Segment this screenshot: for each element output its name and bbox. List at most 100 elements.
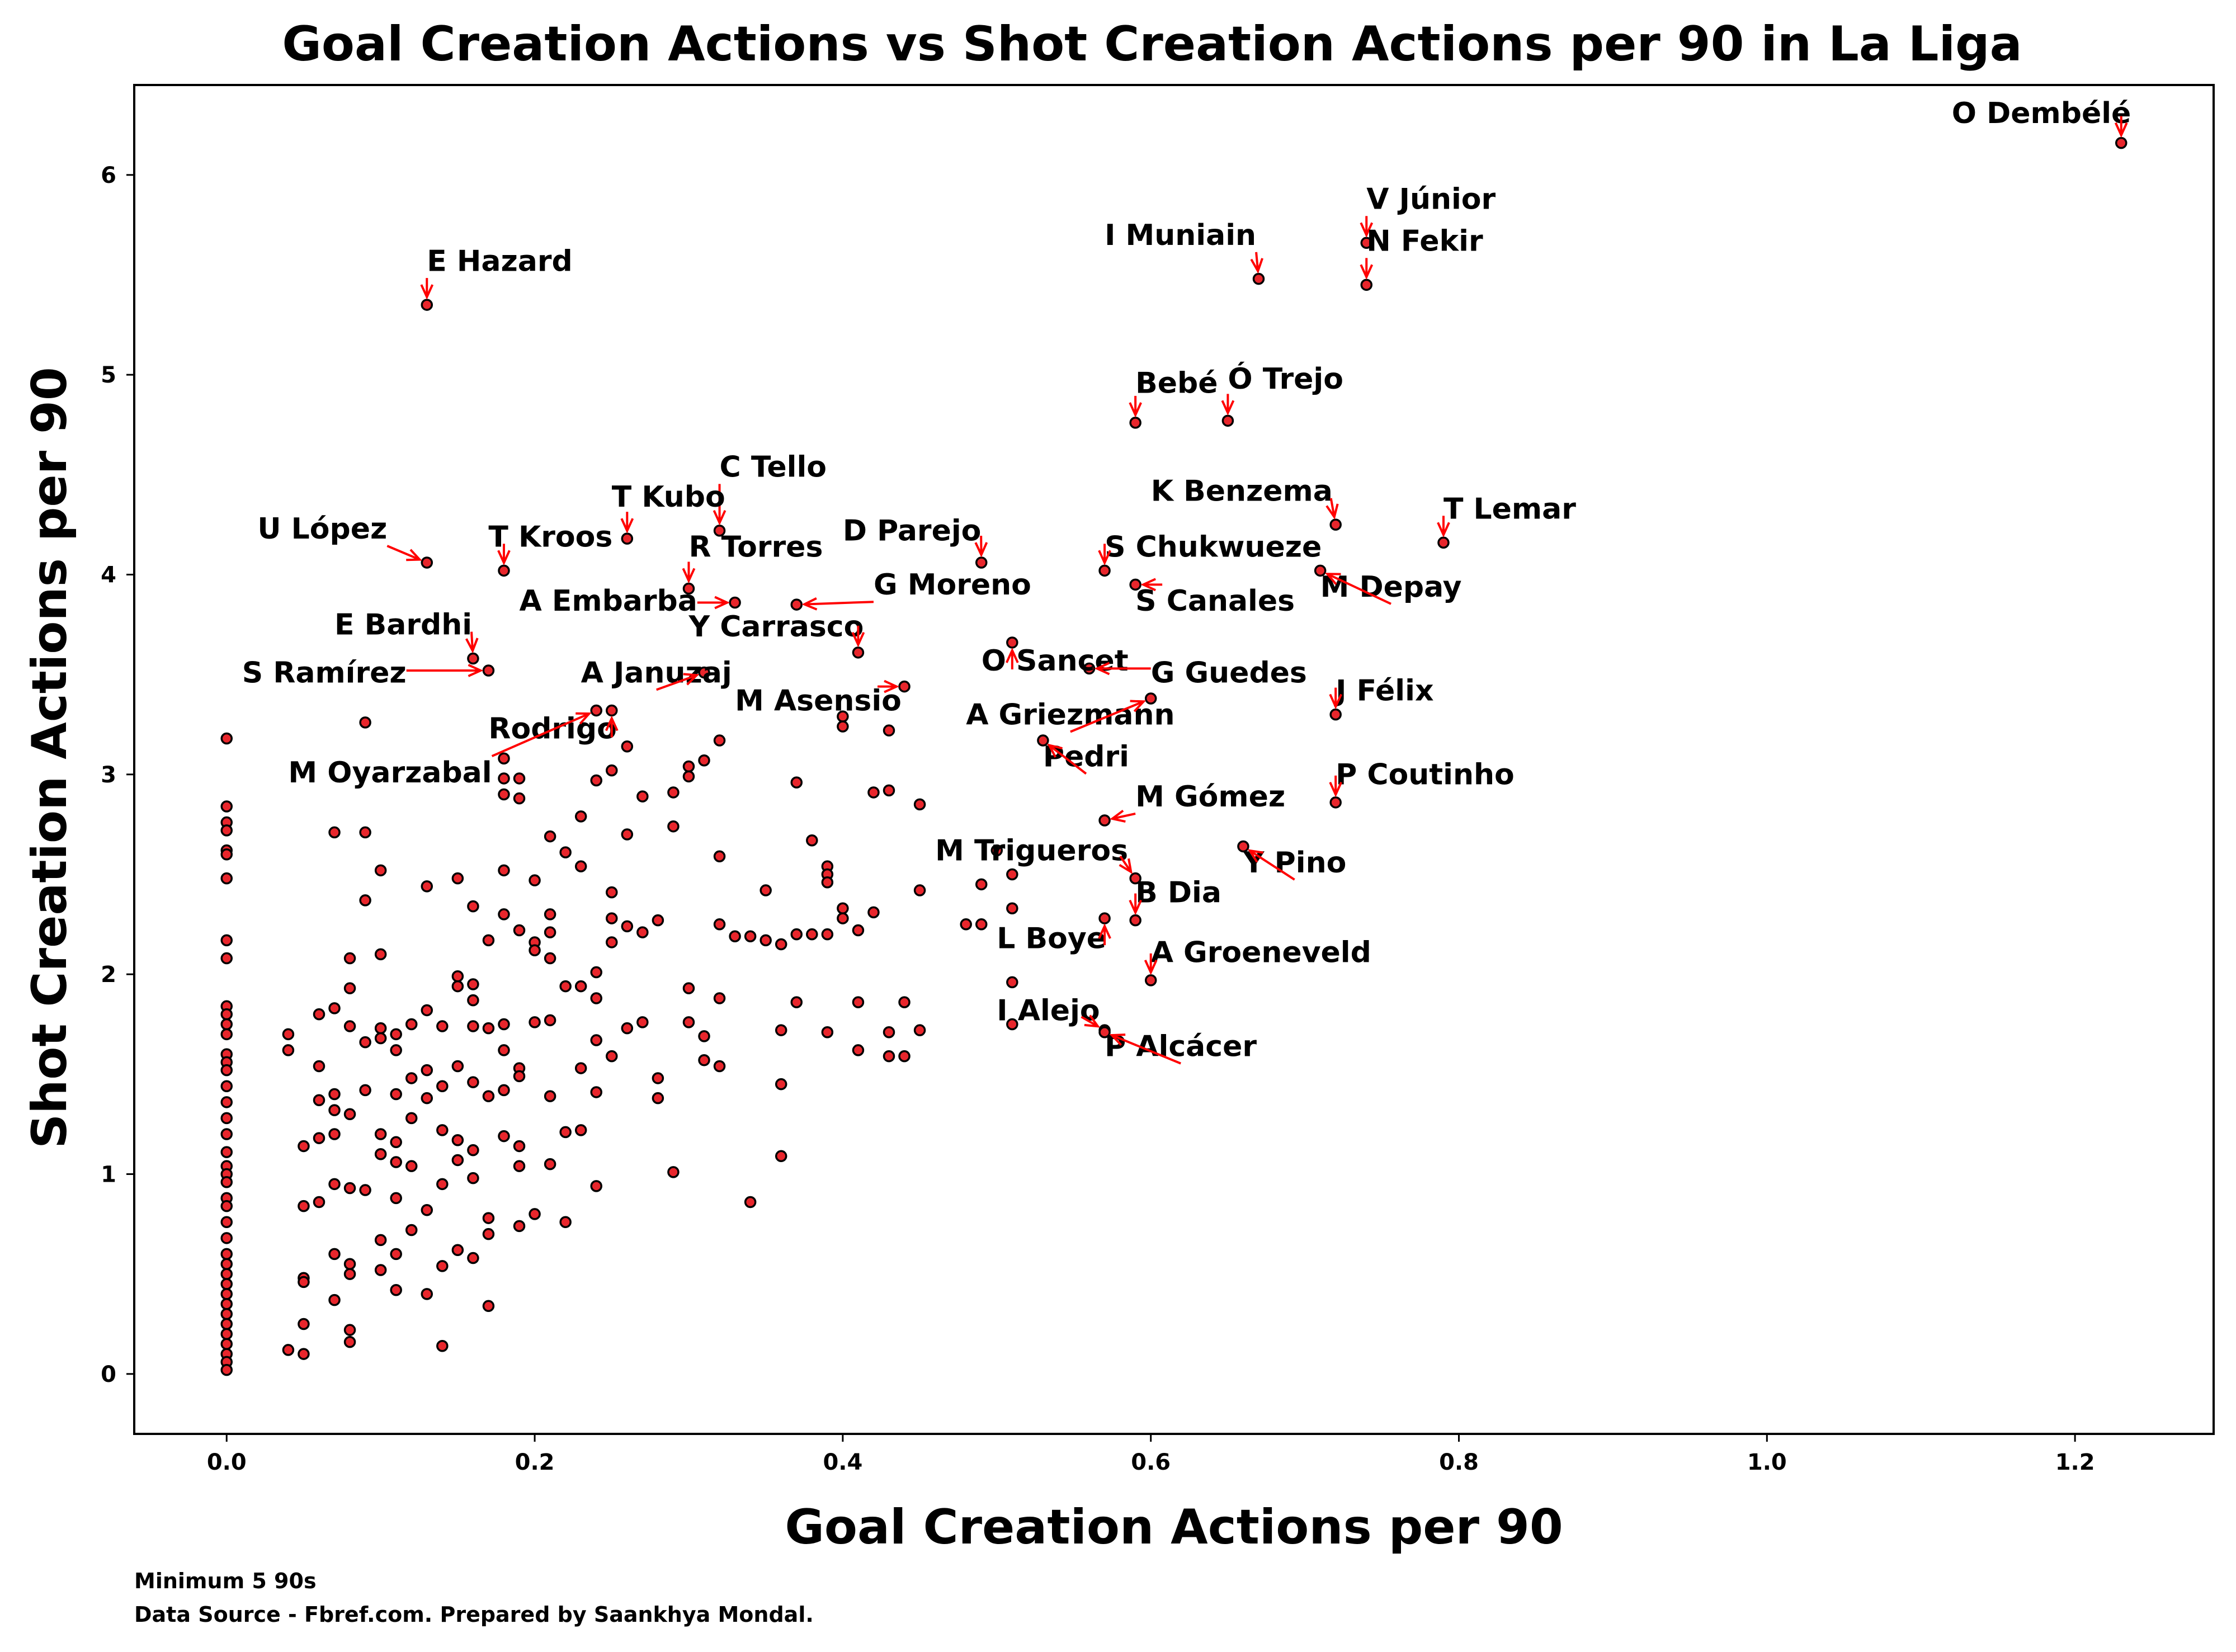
data-point bbox=[621, 532, 634, 545]
data-point bbox=[544, 926, 556, 938]
data-point bbox=[405, 1112, 418, 1125]
data-point bbox=[574, 980, 587, 993]
data-point bbox=[652, 1072, 664, 1084]
data-point bbox=[220, 1288, 233, 1300]
player-label: T Kroos bbox=[488, 520, 612, 554]
data-point bbox=[467, 994, 479, 1007]
annotation-arrow bbox=[1327, 573, 1391, 605]
data-point bbox=[790, 776, 803, 789]
data-point bbox=[298, 1276, 310, 1288]
annotation-arrowhead bbox=[1129, 899, 1142, 915]
data-point bbox=[220, 872, 233, 885]
data-point bbox=[467, 652, 479, 665]
data-point bbox=[467, 1076, 479, 1088]
annotation-arrow bbox=[804, 601, 874, 606]
player-label: R Torres bbox=[688, 530, 823, 564]
data-point bbox=[467, 900, 479, 913]
data-point bbox=[606, 912, 618, 924]
data-point bbox=[390, 1136, 402, 1149]
player-label: C Tello bbox=[720, 450, 827, 484]
data-point bbox=[975, 556, 988, 569]
data-point bbox=[390, 1028, 402, 1041]
data-point bbox=[220, 732, 233, 745]
data-point bbox=[1144, 974, 1157, 987]
annotation-arrowhead bbox=[714, 596, 730, 610]
data-point bbox=[975, 878, 988, 891]
data-point bbox=[1098, 564, 1111, 577]
data-point bbox=[1129, 872, 1141, 885]
player-label: A Embarba bbox=[520, 584, 697, 618]
data-point bbox=[1129, 914, 1141, 927]
data-point bbox=[667, 786, 680, 799]
data-point bbox=[390, 1192, 402, 1205]
data-point bbox=[2115, 136, 2127, 149]
annotation-arrow bbox=[1081, 1016, 1098, 1027]
annotation-arrowhead bbox=[1119, 858, 1133, 875]
data-point bbox=[328, 1002, 341, 1014]
data-point bbox=[498, 1130, 510, 1143]
data-point bbox=[220, 1008, 233, 1021]
data-point bbox=[390, 1088, 402, 1101]
data-point bbox=[359, 826, 371, 839]
data-point bbox=[544, 1014, 556, 1027]
axis-ticks: 0.0 0.2 0.4 0.6 0.8 1.0 1.2 0 1 2 3 4 5 6 bbox=[101, 163, 2095, 1475]
data-point bbox=[313, 1094, 326, 1107]
data-point bbox=[359, 894, 371, 907]
y-tick-label: 2 bbox=[101, 962, 116, 988]
data-point bbox=[559, 846, 572, 858]
data-point bbox=[482, 664, 495, 677]
data-point bbox=[652, 1092, 664, 1105]
data-point bbox=[606, 936, 618, 948]
data-point bbox=[359, 1184, 371, 1196]
player-label: E Hazard bbox=[427, 244, 572, 278]
data-point bbox=[343, 1335, 356, 1348]
x-axis-label: Goal Creation Actions per 90 bbox=[785, 1499, 1563, 1555]
annotation-arrowhead bbox=[851, 631, 865, 648]
data-point bbox=[359, 1084, 371, 1097]
player-label: Ó Trejo bbox=[1228, 361, 1343, 396]
data-point bbox=[436, 1178, 449, 1191]
data-point bbox=[621, 740, 634, 753]
data-point bbox=[374, 1264, 387, 1276]
data-point bbox=[713, 734, 726, 747]
annotation-arrowhead bbox=[420, 284, 434, 300]
data-point bbox=[913, 798, 926, 811]
data-point bbox=[482, 934, 495, 947]
data-point bbox=[451, 1154, 464, 1167]
data-point bbox=[529, 874, 541, 886]
data-point bbox=[852, 1044, 865, 1056]
data-point bbox=[760, 884, 772, 896]
data-point bbox=[482, 1212, 495, 1224]
player-label: S Canales bbox=[1135, 584, 1295, 618]
data-point bbox=[713, 850, 726, 863]
annotation-arrowhead bbox=[1250, 258, 1264, 274]
data-point bbox=[220, 1278, 233, 1290]
data-point bbox=[220, 1232, 233, 1244]
annotation-arrowhead bbox=[497, 550, 511, 566]
player-label: T Lemar bbox=[1444, 492, 1576, 526]
data-point bbox=[405, 1018, 418, 1031]
player-label: A Januzaj bbox=[581, 656, 732, 690]
annotation-arrowhead bbox=[1329, 693, 1342, 710]
data-point bbox=[744, 1196, 757, 1209]
data-point bbox=[313, 1132, 326, 1144]
data-point bbox=[667, 820, 680, 833]
data-point bbox=[498, 1018, 510, 1031]
data-point bbox=[498, 772, 510, 785]
data-point bbox=[1252, 272, 1265, 285]
y-tick-label: 1 bbox=[101, 1162, 116, 1187]
data-point bbox=[883, 1050, 895, 1063]
data-point bbox=[374, 1148, 387, 1160]
x-tick-label: 1.0 bbox=[1747, 1450, 1787, 1475]
data-point bbox=[574, 860, 587, 872]
player-label: K Benzema bbox=[1151, 474, 1333, 508]
data-point bbox=[498, 1084, 510, 1097]
player-label: S Chukwueze bbox=[1105, 530, 1322, 564]
annotation-arrowhead bbox=[605, 715, 619, 731]
data-point bbox=[374, 864, 387, 877]
data-point bbox=[374, 1234, 387, 1247]
data-point bbox=[698, 1054, 710, 1066]
data-point bbox=[667, 1166, 680, 1178]
player-label: I Muniain bbox=[1105, 219, 1256, 252]
data-point bbox=[760, 934, 772, 947]
